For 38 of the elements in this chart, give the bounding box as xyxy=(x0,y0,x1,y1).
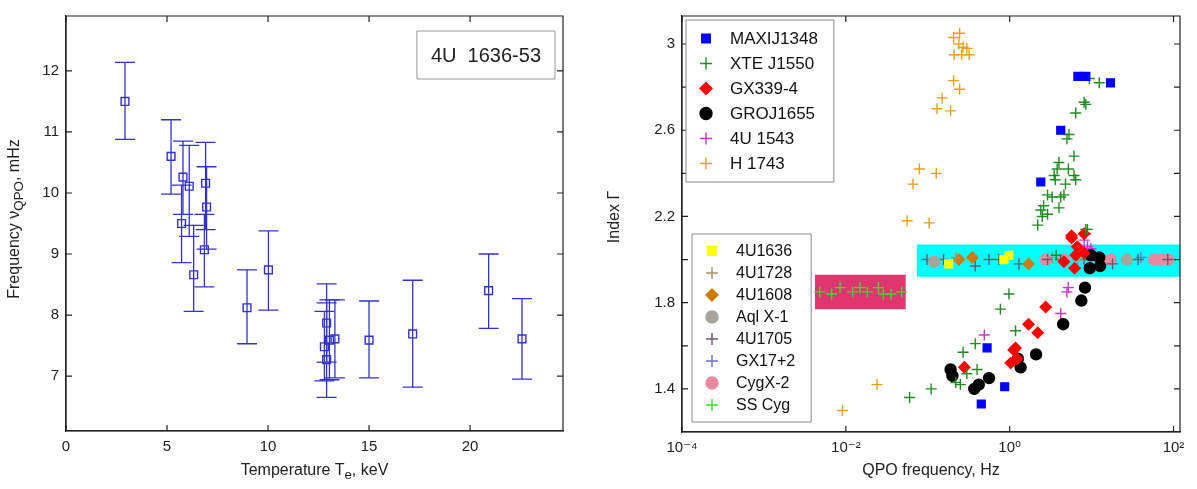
x-tick-label: 15 xyxy=(360,437,378,455)
legend-label: CygX-2 xyxy=(736,374,790,392)
y-tick-label: 1.4 xyxy=(654,379,675,397)
x-axis-title: Temperature T$_{e}$, keV xyxy=(239,461,390,483)
annotation: 4U 1636-53 xyxy=(430,43,541,66)
x-axis-title: QPO frequency, Hz xyxy=(861,461,1001,479)
legend-label: GROJ1655 xyxy=(730,104,816,124)
y-tick-label: 12 xyxy=(42,61,59,79)
y-tick-label: 10 xyxy=(42,183,59,201)
legend-label: 4U1636 xyxy=(736,242,793,260)
y-tick-label: 1.8 xyxy=(654,292,675,310)
x-tick-label: 10⁻² xyxy=(831,438,861,456)
x-tick-label: 10⁻⁴ xyxy=(666,438,698,456)
legend-label: 4U1705 xyxy=(736,330,793,348)
y-axis-title: Index Γ xyxy=(604,189,623,246)
legend-label: 4U1728 xyxy=(736,264,793,282)
legend-label: SS Cyg xyxy=(736,396,791,414)
legend-label: H 1743 xyxy=(730,154,785,174)
legend-label: 4U 1543 xyxy=(730,129,795,149)
x-tick-label: 10² xyxy=(1162,438,1185,456)
y-tick-label: 2.2 xyxy=(654,206,675,224)
y-tick-label: 9 xyxy=(50,244,59,262)
y-tick-label: 7 xyxy=(50,366,59,384)
legend-label: 4U1608 xyxy=(736,286,793,304)
legend-label: Aql X-1 xyxy=(736,308,789,326)
x-tick-label: 5 xyxy=(162,437,172,455)
legend-label: XTE J1550 xyxy=(730,54,815,74)
y-tick-label: 8 xyxy=(50,305,59,323)
x-tick-label: 0 xyxy=(61,437,71,455)
legend-label: MAXIJ1348 xyxy=(730,29,818,49)
x-tick-label: 10⁰ xyxy=(998,438,1022,456)
x-tick-label: 20 xyxy=(461,437,479,455)
y-tick-label: 3 xyxy=(666,34,675,52)
y-tick-label: 2.6 xyxy=(654,120,675,138)
x-tick-label: 10 xyxy=(259,437,277,455)
y-tick-label: 11 xyxy=(43,122,59,140)
legend-label: GX339-4 xyxy=(730,79,799,99)
legend-label: GX17+2 xyxy=(736,352,796,370)
